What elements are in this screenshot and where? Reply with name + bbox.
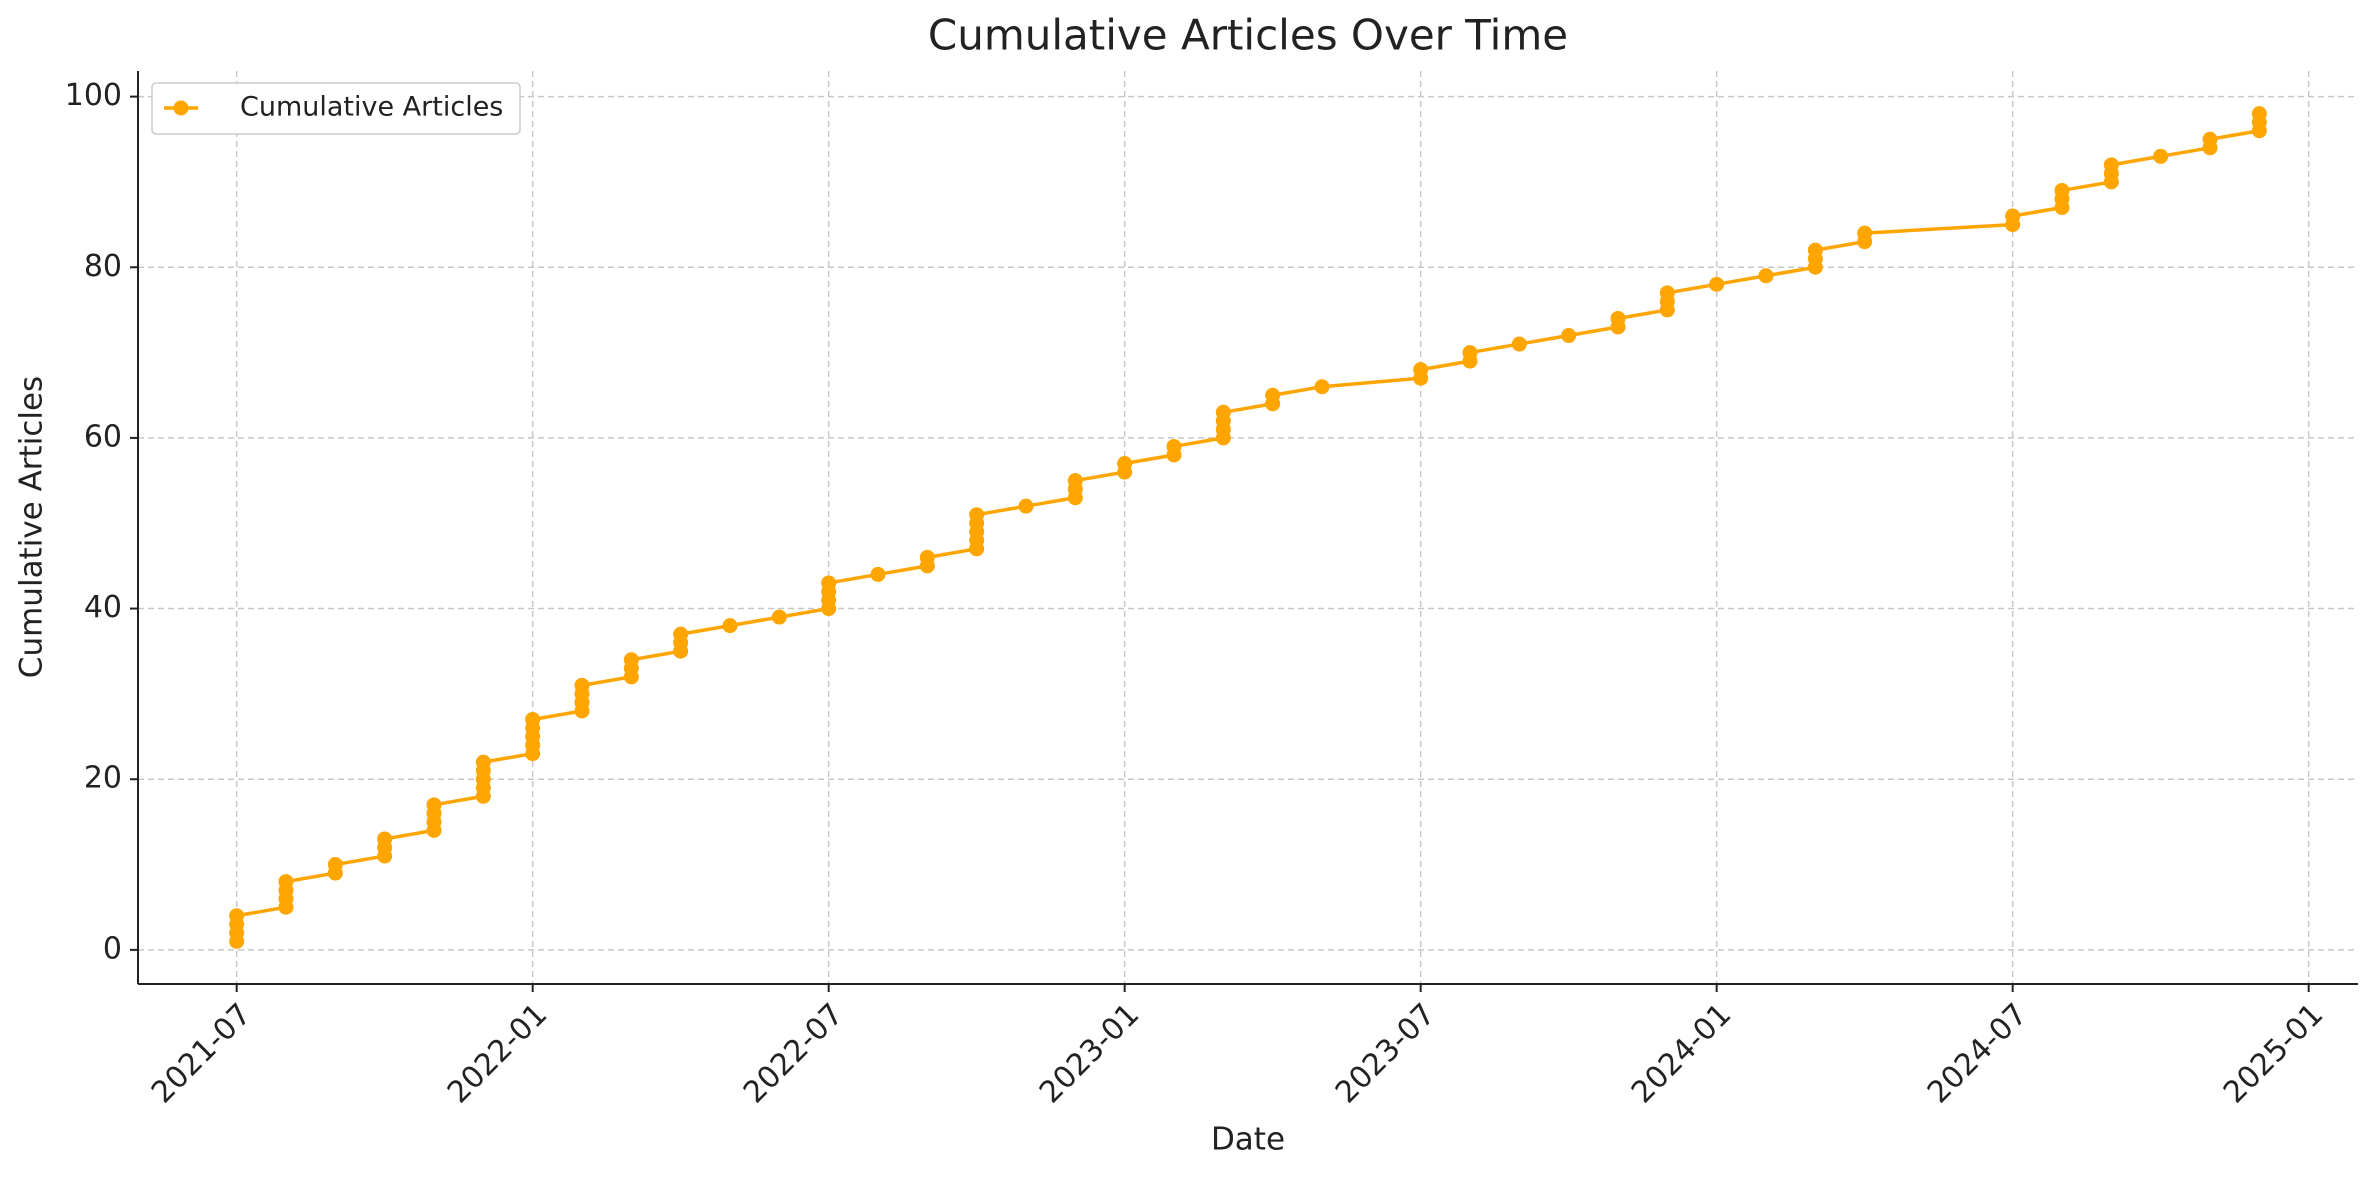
data-point	[426, 797, 442, 813]
y-tick-label: 80	[84, 249, 122, 284]
data-point	[2005, 208, 2021, 224]
x-tick-label: 2023-01	[1033, 997, 1146, 1110]
data-point	[327, 857, 343, 873]
data-point	[969, 507, 985, 523]
legend-box	[151, 82, 521, 135]
data-point	[2251, 106, 2267, 122]
data-point	[377, 831, 393, 847]
data-point	[278, 874, 294, 890]
data-point	[2054, 182, 2070, 198]
data-point	[2202, 131, 2218, 147]
data-point	[771, 609, 787, 625]
x-tick-label: 2023-07	[1329, 997, 1442, 1110]
data-point	[1413, 362, 1429, 378]
data-point	[1610, 310, 1626, 326]
y-tick-label: 40	[84, 590, 122, 625]
x-tick-label: 2024-07	[1921, 997, 2034, 1110]
x-tick-label: 2025-01	[2217, 997, 2330, 1110]
y-tick-label: 60	[84, 419, 122, 454]
x-tick-label: 2022-01	[441, 997, 554, 1110]
series-line	[234, 113, 2262, 942]
data-point	[1807, 242, 1823, 258]
data-point	[1215, 404, 1231, 420]
y-tick-label: 100	[65, 78, 122, 113]
legend-label: Cumulative Articles	[240, 92, 503, 123]
x-tick-label: 2024-01	[1625, 997, 1738, 1110]
data-point	[1857, 225, 1873, 241]
data-point	[821, 575, 837, 591]
x-tick-label: 2021-07	[145, 997, 258, 1110]
data-point	[919, 549, 935, 565]
data-point	[673, 626, 689, 642]
data-point	[475, 754, 491, 770]
x-tick-label: 2022-07	[737, 997, 850, 1110]
data-point	[525, 711, 541, 727]
data-point	[1758, 268, 1774, 284]
legend-marker	[173, 100, 189, 116]
data-point	[1462, 345, 1478, 361]
data-point	[1265, 387, 1281, 403]
y-axis-label: Cumulative Articles	[14, 376, 50, 678]
x-axis-label: Date	[1211, 1122, 1285, 1158]
data-point	[1314, 379, 1330, 395]
data-point	[1659, 285, 1675, 301]
data-point	[1166, 438, 1182, 454]
data-point	[1561, 328, 1577, 344]
data-point	[1018, 498, 1034, 514]
data-point	[2153, 148, 2169, 164]
y-tick-label: 0	[103, 931, 122, 966]
data-point	[574, 677, 590, 693]
data-point	[870, 566, 886, 582]
legend: Cumulative Articles	[151, 82, 521, 135]
data-point	[229, 908, 245, 924]
chart-title: Cumulative Articles Over Time	[928, 11, 1568, 60]
data-point	[1709, 276, 1725, 292]
y-tick-label: 20	[84, 761, 122, 796]
data-point	[1117, 456, 1133, 472]
data-point	[623, 652, 639, 668]
data-point	[1067, 473, 1083, 489]
data-point	[1511, 336, 1527, 352]
data-point	[2103, 157, 2119, 173]
data-point	[722, 618, 738, 634]
